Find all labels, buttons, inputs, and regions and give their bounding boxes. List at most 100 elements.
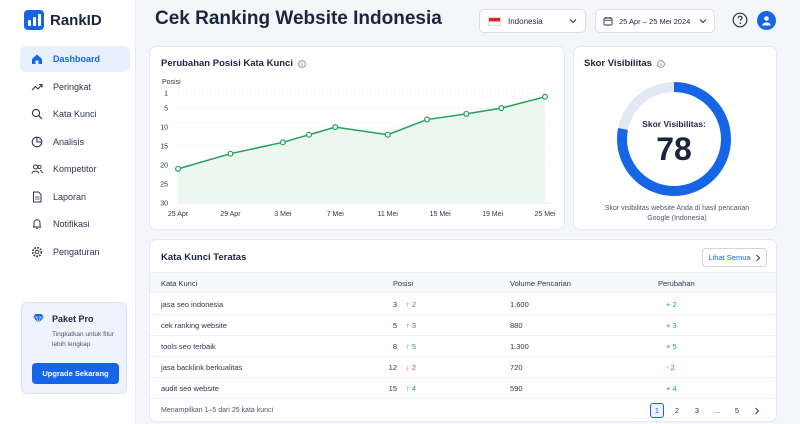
arrow-up-icon: ↑ xyxy=(406,384,410,393)
delta-value: 2 xyxy=(411,300,417,309)
change-cell: + 4 xyxy=(666,384,677,393)
volume-cell: 1.600 xyxy=(510,300,529,309)
logo[interactable]: RankID xyxy=(24,10,102,30)
pie-chart-icon xyxy=(31,136,43,147)
sidebar-item-label: Kompetitor xyxy=(53,164,97,174)
page-button[interactable]: 3 xyxy=(694,406,700,415)
change-cell: + 2 xyxy=(666,300,677,309)
pro-plan-promo: Paket Pro Tingkatkan untuk fitur lebih l… xyxy=(21,302,127,394)
arrow-down-icon: ↓ xyxy=(406,363,410,372)
sidebar-item-pengaturan[interactable]: Pengaturan xyxy=(20,239,130,265)
sidebar-item-dashboard[interactable]: Dashboard xyxy=(20,46,130,72)
help-icon[interactable] xyxy=(732,12,748,28)
keyword-cell: jasa seo indonesia xyxy=(161,300,224,309)
volume-cell: 880 xyxy=(510,321,523,330)
data-point xyxy=(227,150,234,157)
page-button[interactable]: 5 xyxy=(734,406,740,415)
chevron-right-icon xyxy=(755,407,760,414)
volume-cell: 720 xyxy=(510,363,523,372)
card-title: Skor Visibilitas xyxy=(584,58,652,69)
sidebar-item-label: Analisis xyxy=(53,136,85,147)
info-icon[interactable] xyxy=(657,59,665,68)
diamond-icon xyxy=(33,314,44,324)
page-button[interactable]: 1 xyxy=(650,403,664,418)
top-keywords-card: Kata Kunci Teratas Lihat Semua Kata Kunc… xyxy=(149,239,777,422)
data-point xyxy=(424,116,431,123)
position-delta: ↑ 3 xyxy=(406,321,416,330)
user-avatar[interactable] xyxy=(757,11,776,30)
x-tick-label: 19 Mei xyxy=(482,211,503,218)
country-select[interactable]: Indonesia xyxy=(479,9,586,33)
sidebar-item-kompetitor[interactable]: Kompetitor xyxy=(20,156,130,182)
data-point xyxy=(463,110,470,117)
y-axis-title: Posisi xyxy=(162,79,181,86)
upgrade-button[interactable]: Upgrade Sekarang xyxy=(32,363,119,384)
sidebar-nav: Dashboard Peringkat Kata Kunci Analisis … xyxy=(20,46,130,266)
y-tick-label: 25 xyxy=(160,182,168,189)
arrow-up-icon: ↑ xyxy=(406,342,410,351)
y-tick-label: 30 xyxy=(160,201,168,208)
column-header[interactable]: Kata Kunci xyxy=(161,279,198,288)
table-row[interactable]: audit seo website 15 ↑ 4 590 + 4 xyxy=(150,378,776,399)
position-cell: 8 xyxy=(392,342,397,351)
next-page-button[interactable] xyxy=(750,403,764,418)
data-point xyxy=(542,93,549,100)
promo-text: Tingkatkan untuk fitur lebih lengkap xyxy=(52,331,114,348)
column-header[interactable]: Perubahan xyxy=(658,279,695,288)
x-tick-label: 15 Mei xyxy=(430,211,451,218)
x-tick-label: 11 Mei xyxy=(377,211,398,218)
delta-value: 3 xyxy=(411,321,417,330)
table-row[interactable]: tools seo terbaik 8 ↑ 5 1.300 + 5 xyxy=(150,336,776,357)
position-delta: ↑ 5 xyxy=(406,342,416,351)
keyword-cell: audit seo website xyxy=(161,384,219,393)
sidebar-item-kata-kunci[interactable]: Kata Kunci xyxy=(20,101,130,127)
position-cell: 3 xyxy=(392,300,397,309)
pagination: 1 2 3... 5 xyxy=(650,403,764,418)
data-point xyxy=(279,139,286,146)
sidebar-item-analisis[interactable]: Analisis xyxy=(20,129,130,155)
date-range-select[interactable]: 25 Apr – 25 Mei 2024 xyxy=(595,9,715,33)
delta-value: 4 xyxy=(411,384,417,393)
indonesia-flag-icon xyxy=(488,16,501,26)
pagination-summary: Menampilkan 1–5 dari 25 kata kunci xyxy=(161,407,274,414)
column-header[interactable]: Volume Pencarian xyxy=(510,279,571,288)
sidebar-item-peringkat[interactable]: Peringkat xyxy=(20,74,130,100)
position-delta: ↑ 4 xyxy=(406,384,416,393)
visibility-score-card: Skor Visibilitas Skor Visibilitas: 78 Sk… xyxy=(573,46,777,230)
position-cell: 15 xyxy=(388,384,397,393)
sidebar-item-label: Pengaturan xyxy=(53,246,100,257)
page-button[interactable]: 2 xyxy=(674,406,680,415)
y-tick-label: 10 xyxy=(160,125,168,132)
document-icon xyxy=(33,191,42,202)
position-cell: 12 xyxy=(388,363,397,372)
data-point xyxy=(332,124,339,131)
x-tick-label: 7 Mei xyxy=(327,211,345,218)
date-range-value: 25 Apr – 25 Mei 2024 xyxy=(619,16,691,26)
x-tick-label: 25 Apr xyxy=(168,211,189,218)
delta-value: 5 xyxy=(411,342,417,351)
sidebar-item-laporan[interactable]: Laporan xyxy=(20,184,130,210)
chevron-down-icon xyxy=(699,19,707,24)
users-icon xyxy=(31,164,43,174)
table-header: Kata Kunci Posisi Volume Pencarian Perub… xyxy=(150,272,776,293)
logo-icon xyxy=(24,10,44,30)
see-all-button[interactable]: Lihat Semua xyxy=(702,248,767,267)
data-point xyxy=(498,105,505,112)
table-row[interactable]: jasa backlink berkualitas 12 ↓ 2 720 - 2 xyxy=(150,357,776,378)
table-row[interactable]: cek ranking website 5 ↑ 3 880 + 3 xyxy=(150,315,776,336)
series-line xyxy=(177,96,546,170)
info-icon[interactable] xyxy=(298,59,306,68)
gauge-label: Skor Visibilitas: xyxy=(642,119,706,129)
sidebar-item-notifikasi[interactable]: Notifikasi xyxy=(20,211,130,237)
column-header[interactable]: Posisi xyxy=(393,279,414,288)
sidebar-item-label: Kata Kunci xyxy=(53,109,97,119)
country-value: Indonesia xyxy=(508,16,543,26)
y-tick-label: 1 xyxy=(164,91,168,98)
user-icon xyxy=(762,16,771,26)
data-point xyxy=(306,131,313,138)
sidebar-item-label: Laporan xyxy=(53,191,87,202)
visibility-gauge: Skor Visibilitas: 78 xyxy=(614,79,734,199)
table-row[interactable]: jasa seo indonesia 3 ↑ 2 1.600 + 2 xyxy=(150,294,776,315)
keyword-cell: cek ranking website xyxy=(161,321,227,330)
